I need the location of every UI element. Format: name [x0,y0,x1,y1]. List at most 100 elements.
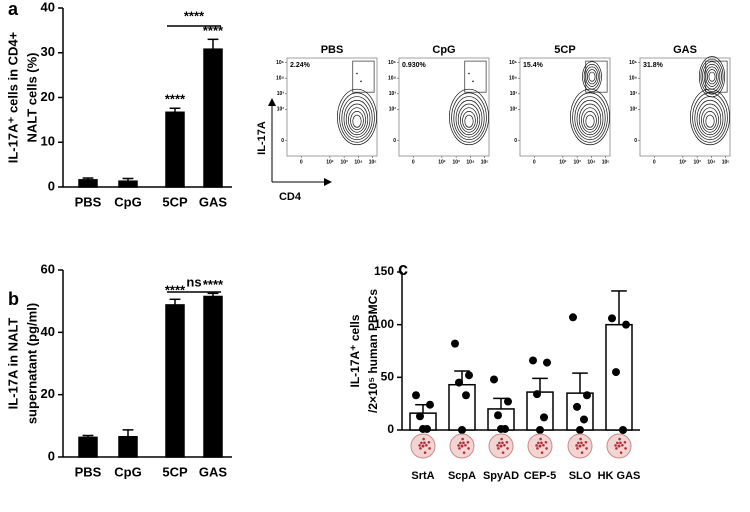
well-spot [461,437,464,441]
x-tick-label: 0 [653,159,656,165]
well-spot [421,444,425,448]
contour-ring [341,96,373,141]
well-spot [615,447,618,450]
contour-ring [348,107,366,133]
well-spot [505,440,509,444]
y-tick-label: 0 [48,448,55,463]
gate [464,60,487,93]
data-point [465,371,473,380]
contour-ring [582,61,602,93]
x-tick-label: 0 [533,159,536,165]
contour-ring [708,71,716,82]
well-spot [619,451,623,454]
gate-label: 0.930% [402,62,427,69]
y-tick-label: 10⁵ [388,60,397,66]
well-spot [418,444,421,447]
contour-ring [352,114,362,128]
well-spot [545,447,548,450]
data-point [426,400,434,409]
y-tick-label: 0 [48,178,55,193]
well-spot [466,440,470,444]
contour-ring [574,96,606,141]
contour-ring [453,96,485,141]
bar [78,179,98,188]
bar [203,295,223,458]
contour-ring [690,88,730,146]
bar [78,436,98,458]
contour-ring [698,56,726,98]
x-tick-label: HK GAS [598,470,641,482]
well-spot [580,441,583,445]
contour-ring [701,107,719,133]
y-tick-label: 150 [374,264,394,278]
well-spot [423,441,426,445]
y-tick-label: 100 [374,317,394,331]
contour-ring [462,111,476,131]
well-spot [539,437,542,441]
bar [165,304,185,458]
y-tick-label: 10³ [510,91,518,97]
y-tick-label: 30 [41,44,55,59]
well-spot [425,443,428,447]
well-spot [423,451,427,454]
well-spot [457,444,460,447]
data-point [583,391,591,400]
well-spot [467,447,470,450]
x-tick-label: 10⁵ [369,159,378,165]
data-point [419,424,427,433]
well-spot [460,444,464,448]
significance: **** [165,283,186,298]
panel-label: c [398,259,408,279]
data-point [416,412,424,421]
significance: **** [203,277,224,292]
plot-frame [398,57,490,157]
data-point [612,368,620,377]
data-point [497,424,505,433]
data-point [533,390,541,399]
well-spot [462,441,465,445]
well-spot [428,447,431,450]
well-spot [462,451,466,454]
contour-ring [702,61,722,93]
well-spot [464,443,467,447]
contour-ring [586,69,598,85]
contour-ring [345,103,369,136]
bar [118,435,138,458]
contour-ring [578,103,602,136]
data-point [540,413,548,422]
bracket-label: ns [186,274,201,289]
well-spot [578,444,582,448]
x-tick-label: 10⁵ [481,159,490,165]
well-spot [459,441,462,445]
bar [203,48,223,188]
x-tick-label: 10⁴ [354,159,363,165]
well-spot [458,447,461,450]
y-tick-label: 0 [387,422,394,436]
bar [566,392,594,431]
y-tick-label: 10⁴ [276,76,285,82]
plot-title: 5CP [554,44,575,56]
x-tick-label: 10³ [453,159,461,165]
x-tick-label: 10³ [694,159,702,165]
x-tick-label: 10⁵ [722,159,731,165]
y-tick-label: 10⁴ [509,76,518,82]
arrow-head [324,178,332,186]
well-spot [500,437,503,441]
data-point [490,375,498,384]
data-point [504,397,512,406]
well-spot [544,440,548,444]
plot-frame [519,57,611,157]
gate-label: 15.4% [523,62,544,69]
x-tick-label: 10⁵ [602,159,611,165]
y-tick-label: 10⁵ [509,60,518,66]
x-tick-label: 10³ [574,159,582,165]
y-tick-label: 20 [41,386,55,401]
well-spot [624,447,627,450]
bar [526,391,554,431]
y-tick-label: 60 [41,261,55,276]
data-point [536,426,544,434]
y-axis-label: IL-17A [256,121,268,155]
contour-ring [583,63,601,90]
y-tick-label: 10 [41,134,55,149]
gate [352,60,375,93]
